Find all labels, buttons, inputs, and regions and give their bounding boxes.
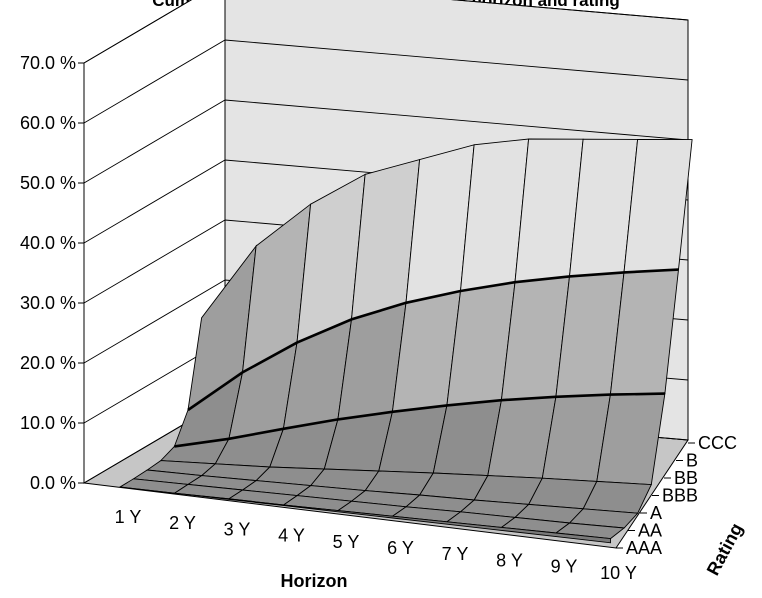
x-tick-label: 4 Y xyxy=(278,526,305,546)
x-tick-label: 2 Y xyxy=(169,513,196,533)
x-tick-label: 5 Y xyxy=(333,532,360,552)
y-tick-label: 20.0 % xyxy=(20,353,76,373)
y-axis-tick-labels: 0.0 % 10.0 % 20.0 % 30.0 % 40.0 % 50.0 % 60.0 … xyxy=(20,53,76,493)
series-line-BB xyxy=(174,392,665,448)
y-tick-label: 40.0 % xyxy=(20,233,76,253)
y-gridline xyxy=(83,0,689,64)
y-tick-label: 10.0 % xyxy=(20,413,76,433)
x-tick-label: 6 Y xyxy=(387,538,414,558)
rating-tick-label: BBB xyxy=(662,486,698,506)
rating-axis-title: Rating xyxy=(703,520,747,579)
x-tick-label: 1 Y xyxy=(115,507,142,527)
y-gridline xyxy=(83,99,689,184)
x-axis-title: Horizon xyxy=(281,571,348,591)
rating-tick-label: AAA xyxy=(626,538,662,558)
rating-tick-label: CCC xyxy=(698,433,737,453)
y-tick-label: 60.0 % xyxy=(20,113,76,133)
rating-tick-label: A xyxy=(650,503,662,523)
surface xyxy=(118,138,693,544)
rating-tick-label: AA xyxy=(638,521,662,541)
y-tick-label: 50.0 % xyxy=(20,173,76,193)
y-tick-label: 30.0 % xyxy=(20,293,76,313)
x-tick-label: 3 Y xyxy=(224,519,251,539)
surface-front-edge xyxy=(119,486,611,544)
x-tick-label: 10 Y xyxy=(600,563,637,583)
y-tick-label: 0.0 % xyxy=(30,473,76,493)
x-tick-label: 7 Y xyxy=(442,544,469,564)
x-tick-label: 8 Y xyxy=(496,550,523,570)
x-tick-label: 9 Y xyxy=(551,557,578,577)
rating-tick-label: B xyxy=(686,451,698,471)
x-axis-tick-labels: 1 Y 2 Y 3 Y 4 Y 5 Y 6 Y 7 Y 8 Y 9 Y 10 Y xyxy=(115,507,637,583)
y-gridline xyxy=(83,39,689,124)
series-line-B xyxy=(187,268,679,412)
rating-tick-label: BB xyxy=(674,468,698,488)
curves xyxy=(174,268,679,448)
y-tick-label: 70.0 % xyxy=(20,53,76,73)
